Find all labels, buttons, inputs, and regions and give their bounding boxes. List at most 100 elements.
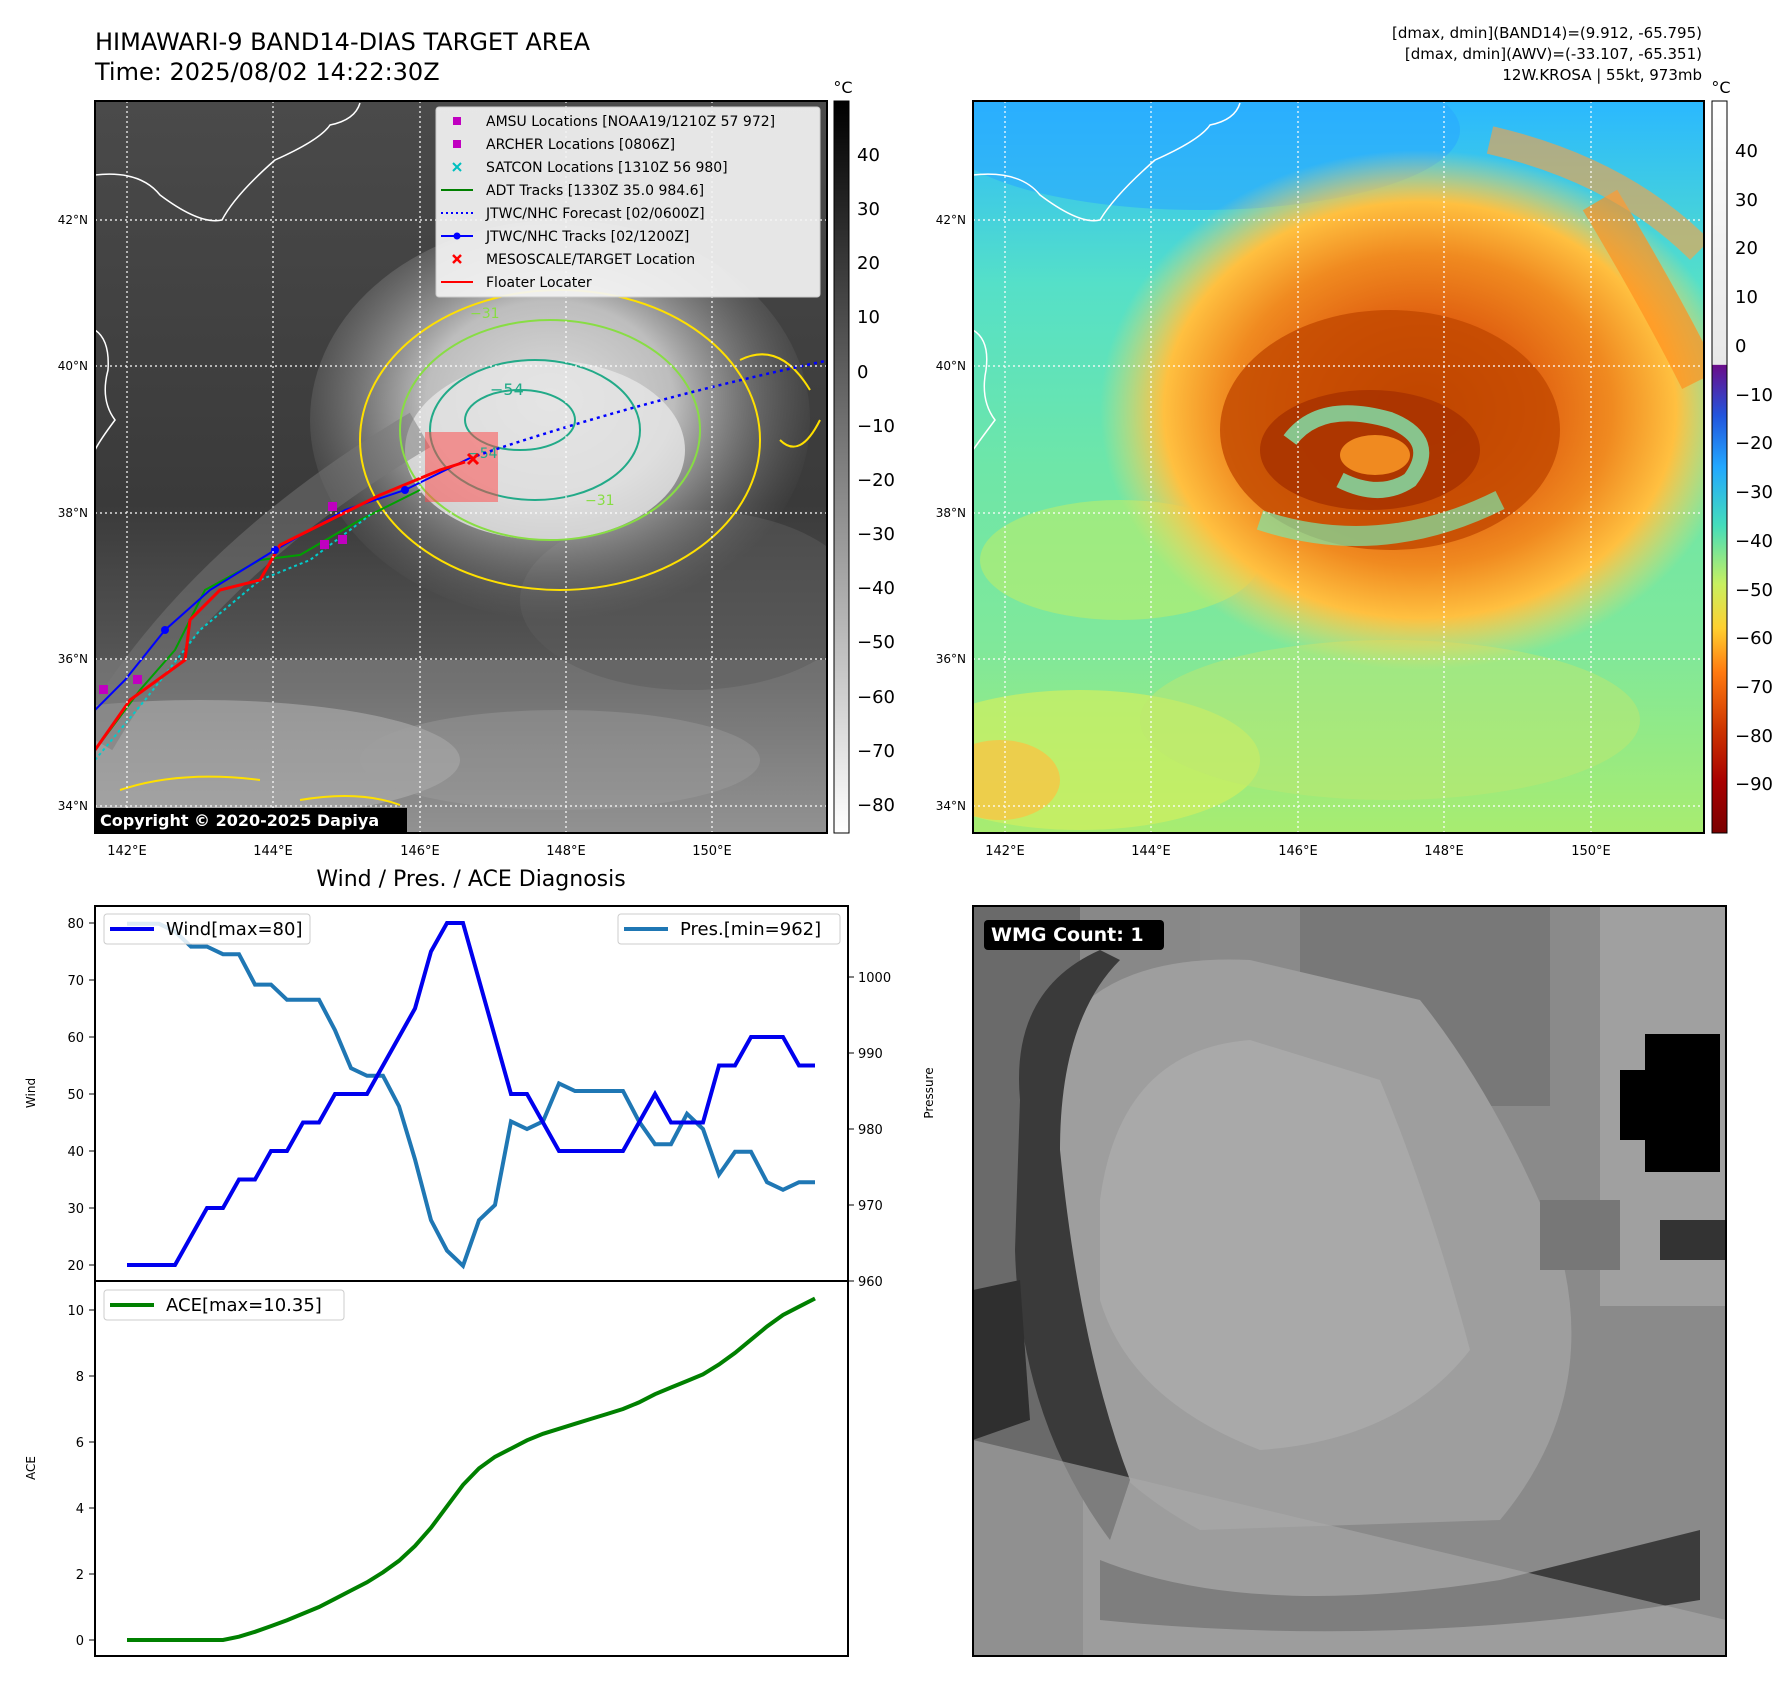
svg-text:−70: −70 [1735, 677, 1773, 698]
svg-text:10: 10 [857, 307, 880, 328]
svg-text:960: 960 [858, 1275, 883, 1290]
contour-label: −31 [585, 493, 615, 509]
svg-text:36°N: 36°N [936, 652, 966, 666]
legend-amsu-marker [453, 117, 461, 125]
svg-text:60: 60 [67, 1031, 84, 1046]
svg-text:−40: −40 [857, 578, 895, 599]
stats-line1: [dmax, dmin](BAND14)=(9.912, -65.795) [1392, 24, 1702, 42]
jtwc-forecast-line [469, 359, 827, 460]
svg-text:144°E: 144°E [1131, 844, 1171, 859]
ir-map-gridlines [95, 101, 827, 833]
contour-label: −54 [490, 380, 524, 399]
svg-text:42°N: 42°N [58, 213, 88, 227]
pressure-series-line [127, 921, 815, 1270]
ir-map-lat-ticks: 42°N 40°N 38°N 36°N 34°N [58, 213, 88, 813]
svg-text:970: 970 [858, 1199, 883, 1214]
svg-text:42°N: 42°N [936, 213, 966, 227]
svg-text:2: 2 [76, 1568, 84, 1583]
legend-label: SATCON Locations [1310Z 56 980] [486, 160, 728, 176]
svg-text:−30: −30 [857, 524, 895, 545]
svg-text:−60: −60 [857, 687, 895, 708]
colorbar-color-unit: °C [1711, 78, 1730, 97]
ir-map-lon-ticks: 142°E 144°E 146°E 148°E 150°E [107, 844, 732, 859]
wind-left-ticks: 80 70 60 50 40 30 20 [67, 917, 95, 1274]
coastline [973, 102, 1241, 222]
contour-teal [429, 359, 641, 501]
svg-text:990: 990 [858, 1047, 883, 1062]
svg-text:148°E: 148°E [1424, 844, 1464, 859]
archer-location-marker [320, 540, 329, 549]
svg-text:150°E: 150°E [1571, 844, 1611, 859]
svg-text:20: 20 [67, 1259, 84, 1274]
svg-text:10: 10 [1735, 287, 1758, 308]
svg-text:146°E: 146°E [1278, 844, 1318, 859]
floater-track-line [95, 460, 466, 751]
wmg-count-label: WMG Count: 1 [991, 924, 1144, 946]
colorbar-grey-unit: °C [833, 78, 852, 97]
svg-text:1000: 1000 [858, 971, 891, 986]
wmg-count-badge [984, 920, 1164, 950]
svg-text:0: 0 [1735, 336, 1746, 357]
coastline [95, 102, 361, 222]
colorbar-grey-ticks: 40 30 20 10 0 −10 −20 −30 −40 −50 −60 −7… [857, 145, 895, 816]
jtwc-track-line [95, 457, 471, 711]
svg-text:146°E: 146°E [400, 844, 440, 859]
pressure-legend-label: Pres.[min=962] [680, 919, 821, 940]
svg-text:−50: −50 [857, 632, 895, 653]
color-map-frame [972, 100, 1705, 834]
jtwc-track-dot [271, 546, 279, 554]
svg-text:−80: −80 [1735, 726, 1773, 747]
svg-text:−20: −20 [857, 470, 895, 491]
svg-text:40: 40 [1735, 141, 1758, 162]
svg-text:40°N: 40°N [936, 359, 966, 373]
copyright-badge [95, 808, 407, 833]
svg-text:−20: −20 [1735, 433, 1773, 454]
svg-text:144°E: 144°E [253, 844, 293, 859]
ace-legend-label: ACE[max=10.35] [166, 1295, 322, 1316]
amsu-location-marker [99, 685, 108, 694]
amsu-location-marker [328, 502, 337, 511]
wind-legend: Wind[max=80] [103, 913, 311, 945]
legend-label: ARCHER Locations [0806Z] [486, 137, 675, 153]
jtwc-track-dot [161, 626, 169, 634]
svg-text:0: 0 [76, 1634, 84, 1649]
svg-text:50: 50 [67, 1088, 84, 1103]
svg-text:34°N: 34°N [58, 799, 88, 813]
figure-title-line1: HIMAWARI-9 BAND14-DIAS TARGET AREA [95, 28, 591, 56]
svg-text:142°E: 142°E [107, 844, 147, 859]
svg-text:38°N: 38°N [936, 506, 966, 520]
legend-label: JTWC/NHC Tracks [02/1200Z] [485, 229, 689, 245]
svg-text:148°E: 148°E [546, 844, 586, 859]
svg-text:−90: −90 [1735, 774, 1773, 795]
svg-text:34°N: 34°N [936, 799, 966, 813]
svg-text:6: 6 [76, 1436, 84, 1451]
archer-location-marker [338, 535, 347, 544]
target-box [425, 432, 498, 502]
ace-legend: ACE[max=10.35] [103, 1289, 345, 1321]
svg-text:20: 20 [1735, 238, 1758, 259]
svg-text:150°E: 150°E [692, 844, 732, 859]
target-location-marker [466, 452, 480, 466]
contour-label: −31 [470, 306, 500, 322]
svg-text:30: 30 [857, 199, 880, 220]
svg-text:−10: −10 [857, 416, 895, 437]
wind-axis-label: Wind [24, 1078, 38, 1108]
svg-text:−10: −10 [1735, 385, 1773, 406]
figure-title-line2: Time: 2025/08/02 14:22:30Z [94, 58, 440, 86]
legend-satcon-marker [452, 162, 462, 172]
svg-text:980: 980 [858, 1123, 883, 1138]
pressure-axis-label: Pressure [922, 1067, 936, 1118]
ace-panel-frame [94, 1280, 849, 1657]
wmg-panel-frame [972, 905, 1727, 1657]
svg-text:36°N: 36°N [58, 652, 88, 666]
svg-text:30: 30 [1735, 190, 1758, 211]
ace-series-line [127, 1296, 816, 1642]
colorbar-grey [833, 100, 850, 834]
copyright-text: Copyright © 2020-2025 Dapiya [100, 811, 379, 830]
ir-map-frame [94, 100, 828, 834]
legend-label: JTWC/NHC Forecast [02/0600Z] [485, 206, 705, 222]
contour-lightgreen [399, 319, 701, 541]
svg-text:38°N: 38°N [58, 506, 88, 520]
svg-text:70: 70 [67, 974, 84, 989]
svg-text:40: 40 [857, 145, 880, 166]
